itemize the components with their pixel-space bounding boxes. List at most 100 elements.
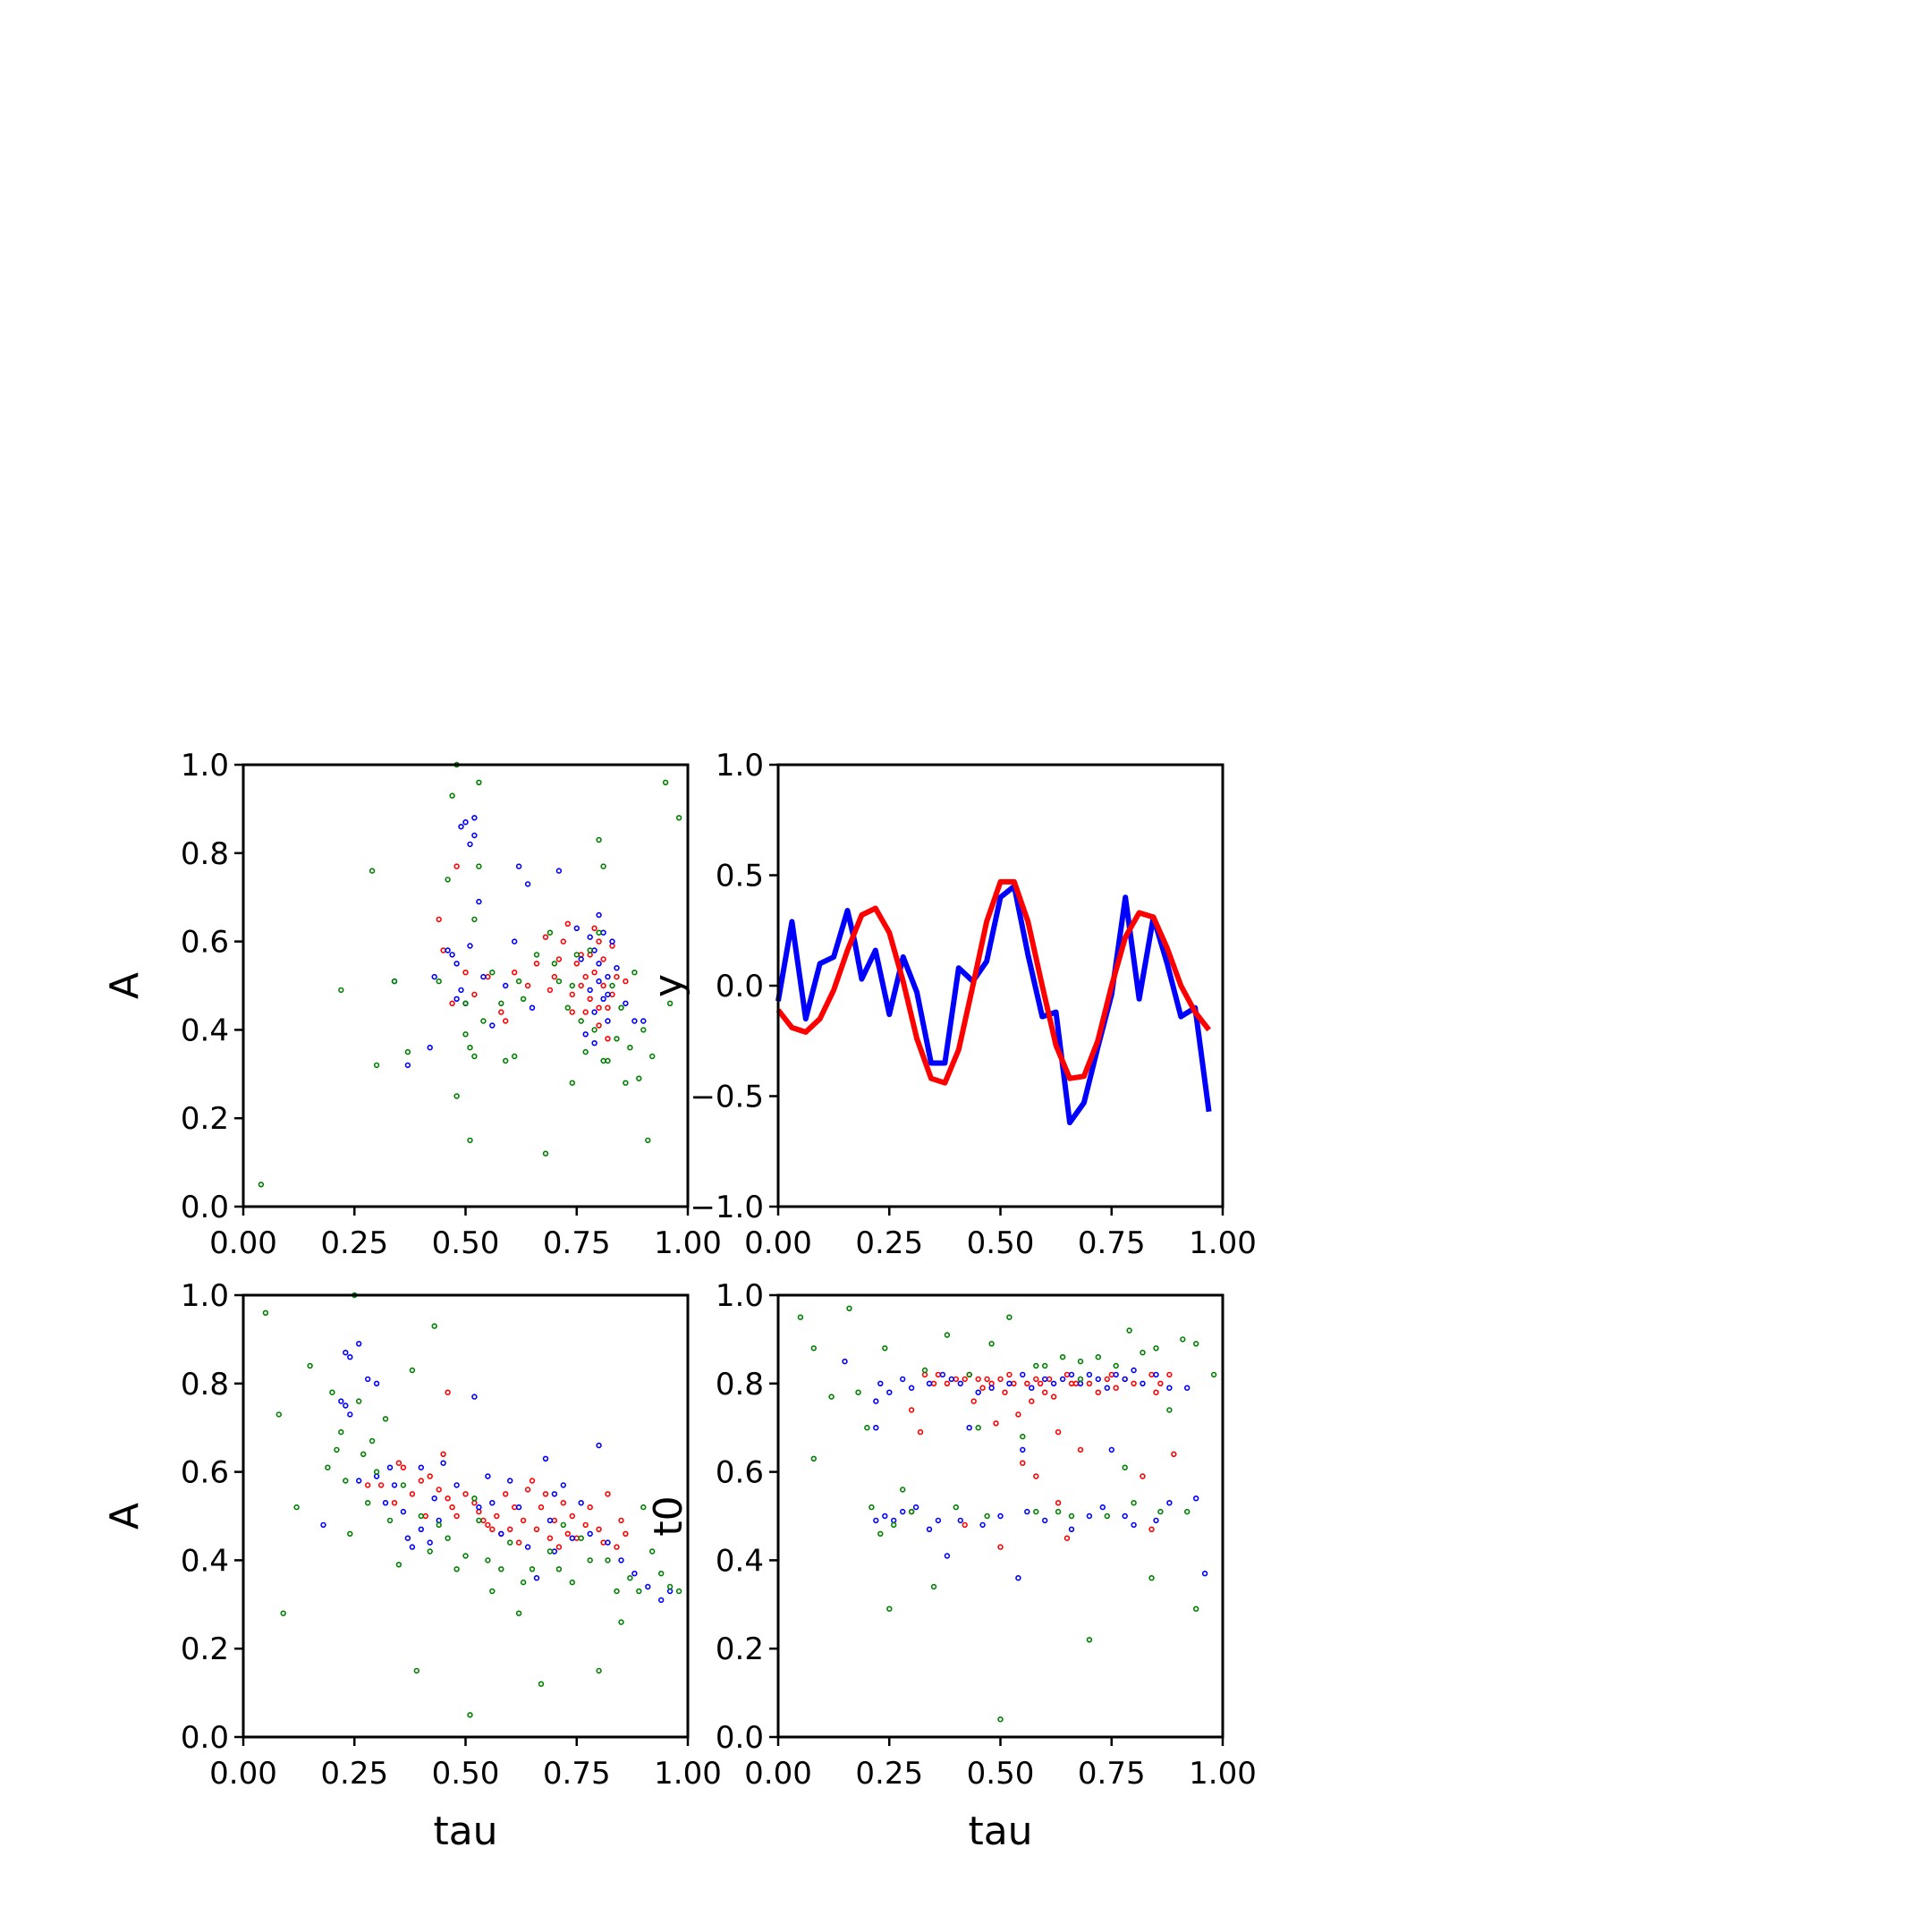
- data-point: [555, 868, 563, 874]
- data-point: [1122, 1513, 1128, 1520]
- x-tick-label: 0.25: [855, 1225, 923, 1261]
- y-tick-label: −0.5: [690, 1080, 764, 1115]
- data-point: [467, 943, 473, 949]
- data-point: [970, 1398, 977, 1404]
- data-point: [1166, 1499, 1173, 1506]
- data-point: [1006, 1380, 1013, 1387]
- series-0: [775, 883, 1212, 1126]
- data-point: [640, 1018, 647, 1024]
- data-point: [1095, 1353, 1102, 1360]
- data-point: [391, 1499, 398, 1506]
- data-point: [569, 982, 575, 989]
- data-point: [662, 779, 669, 785]
- data-point: [449, 952, 455, 958]
- y-tick-label: 0.6: [716, 1455, 764, 1491]
- data-point: [511, 969, 518, 976]
- data-point: [828, 1394, 835, 1400]
- data-point: [404, 1062, 411, 1069]
- data-point: [1020, 1433, 1026, 1440]
- data-point: [1086, 1513, 1093, 1520]
- data-point: [573, 952, 580, 958]
- data-point: [979, 1521, 986, 1529]
- data-point: [467, 841, 473, 848]
- data-point: [1095, 1389, 1102, 1395]
- data-point: [413, 1667, 419, 1674]
- series-line: [775, 883, 1212, 1126]
- data-point: [343, 1478, 349, 1484]
- data-point: [547, 987, 554, 994]
- data-point: [404, 1535, 411, 1541]
- data-point: [975, 1389, 981, 1395]
- data-point: [471, 815, 478, 821]
- data-point: [578, 982, 584, 989]
- data-point: [962, 1521, 968, 1529]
- data-point: [623, 1530, 629, 1538]
- data-point: [605, 1491, 611, 1497]
- series-2: [258, 761, 682, 1188]
- data-point: [877, 1380, 884, 1387]
- data-point: [485, 1557, 491, 1563]
- data-point: [458, 823, 464, 830]
- data-point: [988, 1341, 995, 1347]
- data-point: [645, 1137, 651, 1144]
- series-2: [797, 1305, 1217, 1723]
- data-point: [1033, 1362, 1039, 1369]
- series-1: [320, 1341, 674, 1604]
- data-point: [591, 1009, 597, 1015]
- data-point: [645, 1583, 651, 1590]
- series-2: [262, 1292, 682, 1718]
- data-point: [520, 1579, 527, 1586]
- data-point: [480, 1018, 487, 1024]
- data-point: [1131, 1499, 1137, 1506]
- data-point: [547, 1517, 554, 1524]
- data-point: [578, 1499, 584, 1506]
- data-point: [675, 815, 682, 821]
- data-point: [944, 1380, 951, 1387]
- data-point: [890, 1521, 897, 1529]
- data-point: [600, 956, 606, 962]
- x-tick-label: 0.00: [744, 1225, 812, 1261]
- data-point: [1077, 1358, 1084, 1365]
- data-point: [810, 1345, 817, 1352]
- data-point: [1153, 1517, 1159, 1524]
- y-tick-label: 0.8: [716, 1367, 764, 1402]
- y-tick-label: 1.0: [181, 1278, 229, 1314]
- data-point: [582, 1048, 589, 1055]
- data-point: [382, 1416, 389, 1422]
- data-point: [524, 1487, 531, 1493]
- data-point: [458, 987, 464, 994]
- y-tick-label: 0.4: [181, 1013, 229, 1048]
- data-point: [467, 1137, 473, 1144]
- data-point: [657, 1597, 665, 1604]
- y-tick-label: 0.2: [181, 1101, 229, 1137]
- data-point: [1006, 1314, 1013, 1320]
- data-point: [1183, 1508, 1191, 1515]
- data-point: [1033, 1508, 1039, 1515]
- data-point: [984, 1376, 990, 1383]
- data-point: [948, 1376, 955, 1383]
- data-point: [555, 956, 563, 962]
- data-point: [476, 1504, 482, 1511]
- data-point: [449, 792, 455, 799]
- data-point: [596, 1004, 602, 1011]
- data-point: [325, 1464, 331, 1470]
- data-point: [373, 1469, 380, 1475]
- y-axis-label: y: [646, 974, 691, 997]
- data-point: [666, 1583, 674, 1590]
- data-point: [1108, 1446, 1115, 1453]
- data-point: [489, 1588, 496, 1595]
- x-tick-label: 1.00: [1189, 1225, 1257, 1261]
- data-point: [1104, 1376, 1111, 1383]
- x-tick-label: 0.75: [1078, 1756, 1146, 1792]
- data-point: [529, 1478, 536, 1484]
- data-point: [431, 1495, 437, 1502]
- data-point: [640, 1027, 647, 1033]
- data-point: [623, 1080, 629, 1086]
- data-point: [555, 1544, 563, 1550]
- y-tick-label: 0.4: [181, 1543, 229, 1579]
- data-point: [542, 1491, 549, 1497]
- data-point: [436, 1487, 442, 1493]
- data-point: [391, 1482, 398, 1488]
- data-point: [997, 1544, 1004, 1550]
- data-point: [369, 868, 376, 874]
